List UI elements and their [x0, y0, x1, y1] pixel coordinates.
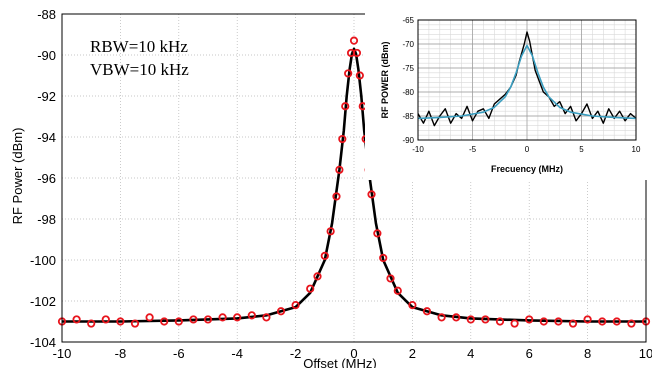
main-y-tick-label: -100	[30, 253, 56, 268]
main-x-axis-label: Offset (MHz)	[303, 356, 376, 368]
main-y-tick-label: -94	[37, 130, 56, 145]
inset-plot-frame	[417, 19, 637, 141]
main-x-ticks: -10 -8 -6 -4 -2 0 2 4 6 8 10	[53, 346, 652, 361]
inset-x-axis-label: Frecuency (MHz)	[491, 164, 563, 174]
main-data-point	[627, 319, 636, 328]
main-x-tick-label: 4	[467, 346, 474, 361]
rbw-annotation: RBW=10 kHz	[90, 37, 188, 56]
main-data-point	[481, 315, 490, 324]
main-y-axis-label: RF Power (dBm)	[10, 128, 25, 225]
main-x-tick-label: -6	[173, 346, 185, 361]
main-data-point	[101, 315, 110, 324]
main-data-point	[612, 317, 621, 326]
main-x-tick-label: 0	[350, 346, 357, 361]
main-x-tick-label: 8	[584, 346, 591, 361]
main-y-tick-label: -104	[30, 335, 56, 350]
main-data-point	[72, 315, 81, 324]
inset-series	[417, 31, 637, 127]
main-fit-curve	[62, 47, 646, 323]
main-data-point	[373, 229, 382, 238]
main-data-point	[352, 48, 362, 58]
main-x-tick-label: -2	[290, 346, 302, 361]
main-data-point	[116, 317, 125, 326]
main-data-point	[130, 319, 140, 328]
main-data-point	[262, 313, 271, 322]
inset-measured-line	[417, 31, 637, 127]
main-data-point	[87, 319, 96, 328]
main-data-point	[525, 315, 534, 324]
main-data-point	[344, 69, 353, 78]
inset-y-axis-label: RF POWER (dBm)	[380, 42, 390, 119]
main-data-point	[276, 307, 286, 316]
main-x-tick-label: 10	[639, 346, 652, 361]
inset-fit-line	[417, 44, 637, 120]
main-data-point	[160, 317, 169, 326]
inset-chart: -10 -5 0 5 10 -65 -70 -75 -80 -85 -90 Frecuency (…	[365, 4, 648, 180]
main-data-point	[313, 272, 322, 281]
main-data-point	[335, 165, 344, 174]
inset-x-ticks: -10 -5 0 5 10	[412, 145, 641, 154]
main-x-tick-label: -10	[53, 346, 72, 361]
main-y-tick-label: -90	[37, 48, 56, 63]
main-data-point	[367, 190, 376, 199]
main-x-tick-label: 6	[526, 346, 533, 361]
main-data-point	[218, 313, 227, 322]
inset-y-tick-label: -65	[402, 16, 414, 25]
main-data-point	[233, 313, 242, 322]
inset-y-tick-label: -75	[402, 64, 414, 73]
inset-x-tick-label: -10	[412, 145, 424, 154]
main-data-point	[291, 300, 300, 310]
inset-y-tick-label: -70	[402, 40, 414, 49]
inset-y-ticks: -65 -70 -75 -80 -85 -90	[402, 16, 414, 145]
main-data-point	[568, 319, 578, 328]
main-data-point	[326, 227, 335, 236]
inset-x-tick-label: 0	[525, 145, 530, 154]
main-data-point	[393, 286, 402, 295]
main-data-point	[247, 311, 256, 320]
main-data-point	[422, 307, 432, 316]
inset-y-tick-label: -90	[402, 136, 414, 145]
main-data-point	[495, 317, 505, 326]
main-data-point	[510, 319, 519, 328]
main-y-tick-label: -98	[37, 212, 56, 227]
main-x-tick-label: 2	[409, 346, 416, 361]
main-y-ticks: -88 -90 -92 -94 -96 -98 -100 -102 -104	[30, 7, 56, 350]
main-y-tick-label: -102	[30, 294, 56, 309]
main-data-point	[452, 313, 461, 322]
vbw-annotation: VBW=10 kHz	[90, 60, 189, 79]
main-data-point	[306, 284, 315, 293]
main-y-tick-label: -92	[37, 89, 56, 104]
main-data-point	[408, 300, 417, 310]
main-data-point	[355, 71, 364, 80]
main-data-point	[174, 317, 183, 326]
main-data-point	[386, 274, 395, 283]
main-x-tick-label: -8	[115, 346, 127, 361]
main-data-point	[338, 134, 347, 144]
main-data-point	[332, 192, 341, 201]
main-data-point	[598, 317, 607, 326]
main-data-point	[320, 251, 329, 260]
inset-y-tick-label: -80	[402, 88, 414, 97]
main-data-point	[341, 102, 350, 111]
inset-x-tick-label: -5	[469, 145, 477, 154]
main-data-point	[349, 36, 359, 45]
inset-x-tick-label: 5	[579, 145, 584, 154]
main-data-point	[437, 313, 446, 322]
inset-x-tick-label: 10	[632, 145, 641, 154]
main-fit-line	[62, 47, 646, 323]
main-data-point	[379, 253, 388, 263]
main-x-tick-label: -4	[231, 346, 243, 361]
main-y-tick-label: -88	[37, 7, 56, 22]
main-data-point	[554, 317, 563, 326]
inset-y-tick-label: -85	[402, 112, 414, 121]
main-data-point	[189, 315, 198, 324]
main-data-point	[583, 315, 592, 324]
main-data-point	[145, 313, 154, 322]
main-data-point	[466, 315, 475, 324]
main-y-tick-label: -96	[37, 171, 56, 186]
main-data-point	[203, 315, 213, 324]
main-data-point	[539, 317, 548, 326]
